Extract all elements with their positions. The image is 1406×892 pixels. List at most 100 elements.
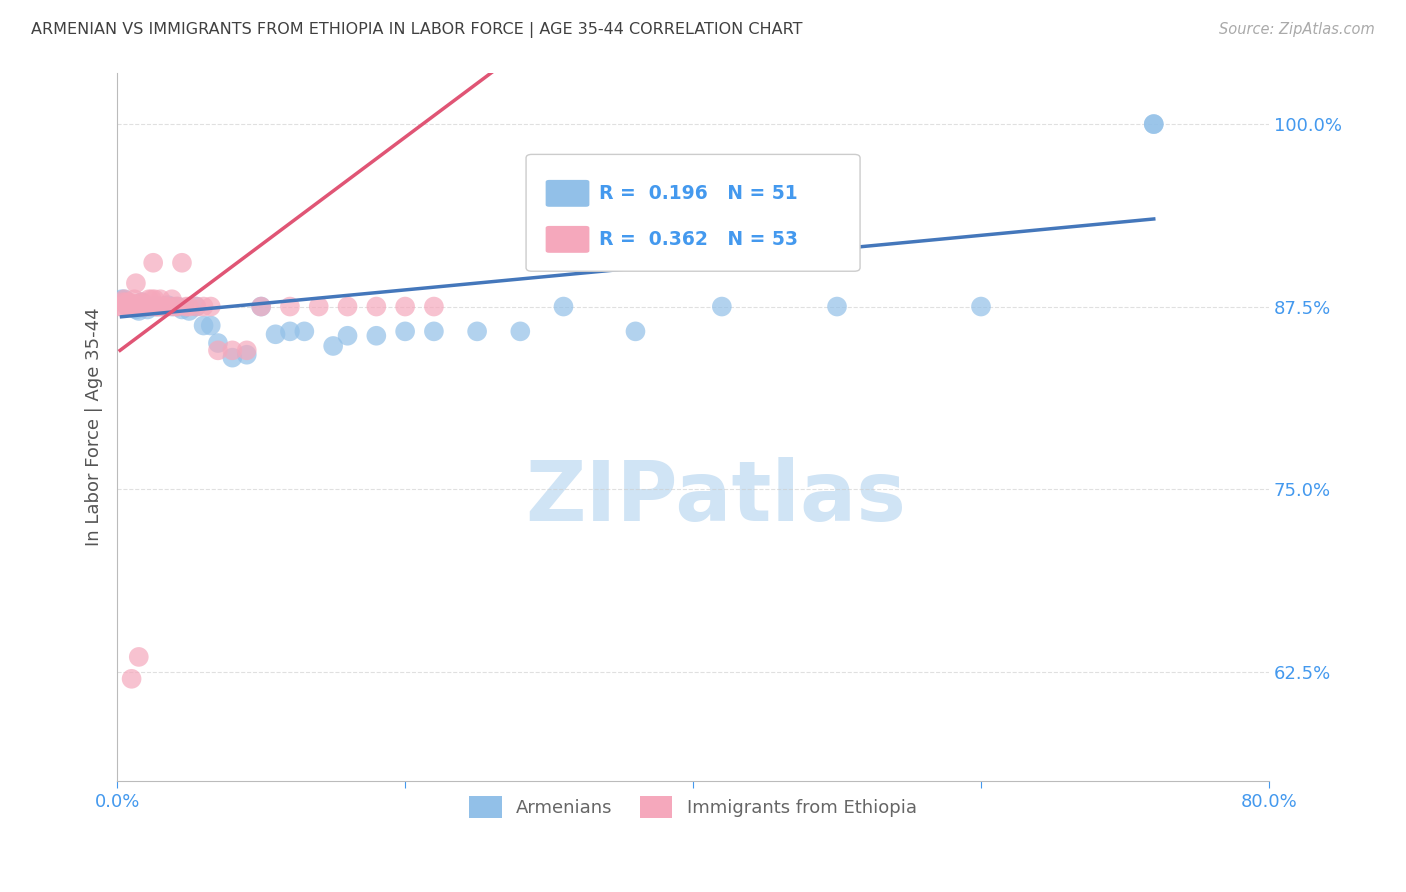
Point bbox=[221, 343, 243, 358]
Point bbox=[423, 324, 446, 338]
Point bbox=[127, 300, 149, 314]
Point bbox=[200, 318, 222, 333]
Point bbox=[186, 300, 208, 314]
Legend: Armenians, Immigrants from Ethiopia: Armenians, Immigrants from Ethiopia bbox=[463, 789, 924, 825]
Point bbox=[179, 300, 201, 314]
Point bbox=[160, 292, 183, 306]
Text: R =  0.196   N = 51: R = 0.196 N = 51 bbox=[599, 184, 797, 202]
Point bbox=[134, 300, 156, 314]
Point bbox=[121, 300, 143, 314]
Point bbox=[278, 300, 301, 314]
Point bbox=[166, 300, 188, 314]
Point bbox=[118, 296, 141, 310]
Point bbox=[509, 324, 531, 338]
Point bbox=[366, 328, 388, 343]
Point bbox=[142, 300, 165, 314]
Point bbox=[149, 292, 172, 306]
Text: ZIPatlas: ZIPatlas bbox=[526, 458, 907, 538]
Point bbox=[1143, 117, 1166, 131]
Point bbox=[135, 300, 157, 314]
Y-axis label: In Labor Force | Age 35-44: In Labor Force | Age 35-44 bbox=[86, 308, 103, 546]
Point bbox=[131, 295, 153, 310]
Point bbox=[131, 295, 153, 310]
Point bbox=[156, 298, 179, 312]
Point bbox=[120, 298, 142, 312]
Point bbox=[125, 276, 148, 290]
Point bbox=[278, 324, 301, 338]
Point bbox=[117, 300, 139, 314]
Text: ARMENIAN VS IMMIGRANTS FROM ETHIOPIA IN LABOR FORCE | AGE 35-44 CORRELATION CHAR: ARMENIAN VS IMMIGRANTS FROM ETHIOPIA IN … bbox=[31, 22, 803, 38]
Point bbox=[221, 351, 243, 365]
Point bbox=[141, 292, 163, 306]
Point bbox=[121, 300, 143, 314]
Point bbox=[308, 300, 330, 314]
Point bbox=[110, 292, 132, 306]
Point bbox=[143, 292, 166, 306]
Point bbox=[111, 295, 134, 310]
Point bbox=[148, 300, 170, 314]
Point bbox=[120, 300, 142, 314]
Point bbox=[200, 300, 222, 314]
Point bbox=[146, 300, 169, 314]
FancyBboxPatch shape bbox=[526, 154, 860, 271]
Point bbox=[322, 339, 344, 353]
Point bbox=[186, 300, 208, 314]
Text: Source: ZipAtlas.com: Source: ZipAtlas.com bbox=[1219, 22, 1375, 37]
Point bbox=[336, 300, 359, 314]
Point bbox=[112, 292, 135, 306]
Point bbox=[117, 300, 139, 314]
Point bbox=[160, 300, 183, 314]
Point bbox=[394, 324, 416, 338]
Point bbox=[292, 324, 315, 338]
Point bbox=[129, 296, 152, 310]
Point bbox=[128, 300, 150, 314]
Point bbox=[825, 300, 848, 314]
Point bbox=[152, 300, 174, 314]
Point bbox=[236, 348, 259, 362]
Point bbox=[134, 298, 156, 312]
Point bbox=[1143, 117, 1166, 131]
Point bbox=[465, 324, 488, 338]
Point bbox=[136, 302, 159, 317]
Text: R =  0.362   N = 53: R = 0.362 N = 53 bbox=[599, 230, 797, 249]
Point bbox=[153, 300, 176, 314]
Point bbox=[163, 300, 186, 314]
Point bbox=[193, 300, 215, 314]
Point bbox=[124, 292, 146, 306]
Point bbox=[110, 300, 132, 314]
Point bbox=[145, 300, 167, 314]
Point bbox=[127, 300, 149, 314]
FancyBboxPatch shape bbox=[546, 226, 589, 252]
Point bbox=[156, 300, 179, 314]
Point bbox=[250, 300, 273, 314]
Point bbox=[129, 300, 152, 314]
Point bbox=[122, 296, 145, 310]
Point bbox=[136, 298, 159, 312]
Point bbox=[423, 300, 446, 314]
Point bbox=[121, 672, 143, 686]
Point bbox=[142, 256, 165, 270]
Point bbox=[124, 300, 146, 314]
Point bbox=[166, 300, 188, 314]
Point bbox=[132, 300, 155, 314]
Point bbox=[112, 292, 135, 306]
Point bbox=[179, 304, 201, 318]
Point bbox=[236, 343, 259, 358]
Point bbox=[128, 304, 150, 318]
Point bbox=[152, 300, 174, 314]
Point bbox=[135, 300, 157, 314]
Point bbox=[553, 300, 575, 314]
Point bbox=[170, 256, 193, 270]
Point bbox=[139, 300, 162, 314]
Point bbox=[336, 328, 359, 343]
Point bbox=[149, 300, 172, 314]
FancyBboxPatch shape bbox=[546, 180, 589, 207]
Point bbox=[128, 649, 150, 664]
Point bbox=[624, 324, 647, 338]
Point bbox=[366, 300, 388, 314]
Point bbox=[138, 292, 160, 306]
Point bbox=[170, 302, 193, 317]
Point bbox=[207, 336, 229, 351]
Point bbox=[108, 300, 131, 314]
Point bbox=[193, 318, 215, 333]
